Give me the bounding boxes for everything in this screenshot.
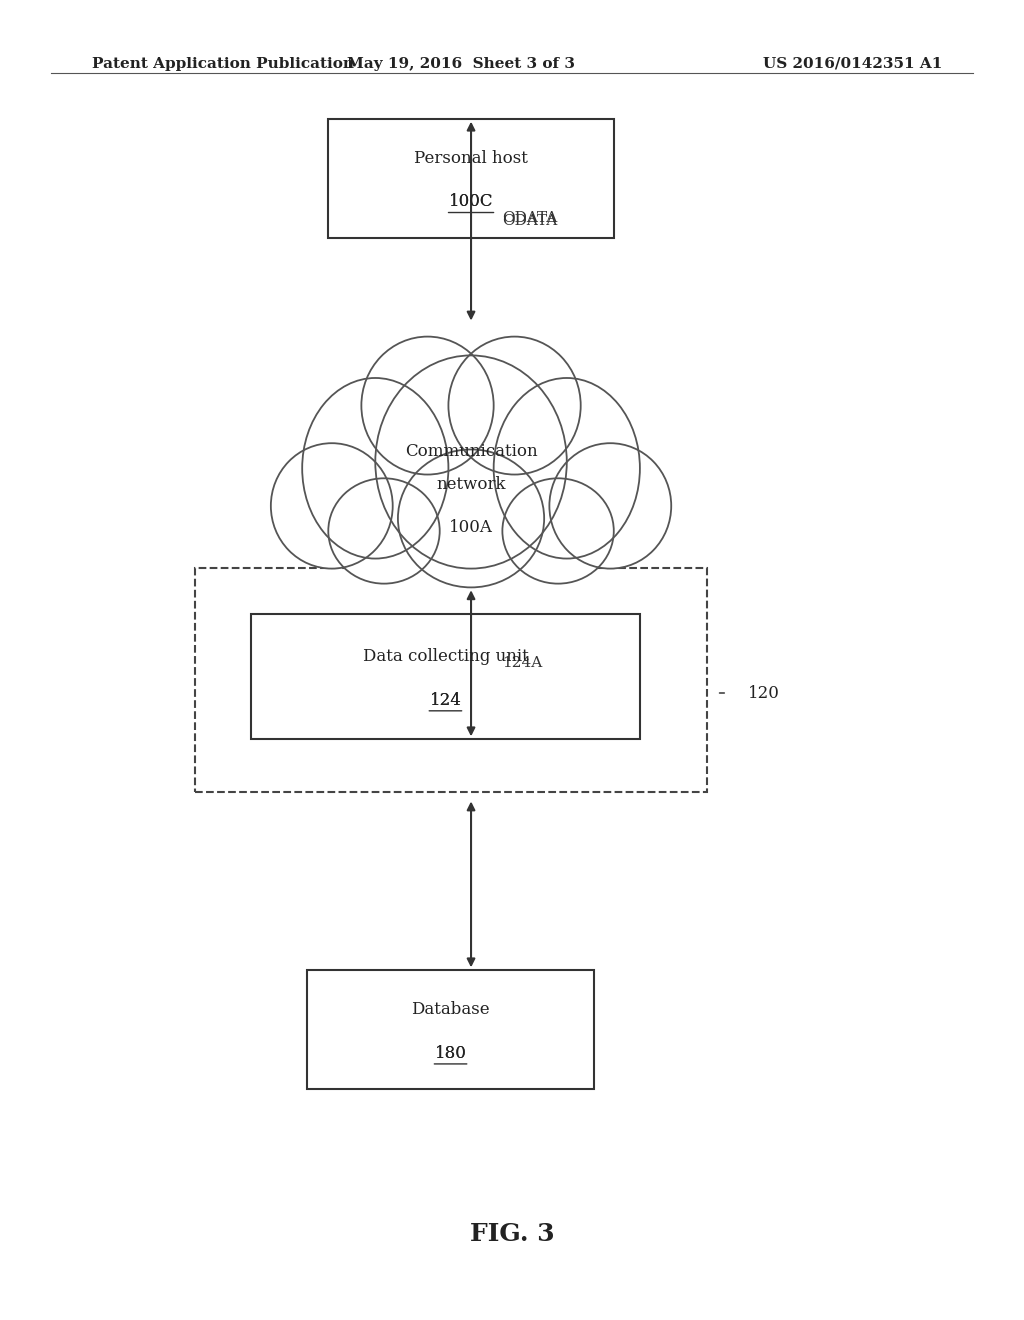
Text: 180: 180 (434, 1045, 467, 1061)
Text: 124: 124 (429, 692, 462, 709)
Text: 100C: 100C (449, 194, 494, 210)
Ellipse shape (550, 444, 672, 569)
Text: May 19, 2016  Sheet 3 of 3: May 19, 2016 Sheet 3 of 3 (347, 57, 574, 71)
Ellipse shape (503, 478, 613, 583)
Text: Data collecting unit: Data collecting unit (362, 648, 528, 665)
Text: 100C: 100C (449, 194, 494, 210)
FancyBboxPatch shape (251, 614, 640, 739)
Ellipse shape (270, 444, 393, 569)
Ellipse shape (329, 478, 439, 583)
Text: US 2016/0142351 A1: US 2016/0142351 A1 (763, 57, 942, 71)
Text: 124: 124 (429, 692, 462, 709)
Ellipse shape (449, 337, 581, 475)
Ellipse shape (375, 355, 567, 569)
Ellipse shape (302, 378, 449, 558)
Ellipse shape (361, 337, 494, 475)
Text: Patent Application Publication: Patent Application Publication (92, 57, 354, 71)
Text: 120: 120 (748, 685, 779, 701)
Ellipse shape (494, 378, 640, 558)
Text: Database: Database (412, 1002, 489, 1018)
Text: 100A: 100A (450, 519, 493, 536)
Text: network: network (436, 477, 506, 494)
Text: Personal host: Personal host (414, 150, 528, 166)
Text: Communication: Communication (404, 444, 538, 461)
Text: FIG. 3: FIG. 3 (470, 1222, 554, 1246)
Text: 180: 180 (434, 1045, 467, 1061)
FancyBboxPatch shape (307, 970, 594, 1089)
Text: ODATA: ODATA (502, 211, 557, 224)
FancyBboxPatch shape (328, 119, 614, 238)
Text: 124A: 124A (502, 656, 542, 671)
Ellipse shape (398, 449, 544, 587)
Text: ODATA: ODATA (502, 214, 557, 228)
